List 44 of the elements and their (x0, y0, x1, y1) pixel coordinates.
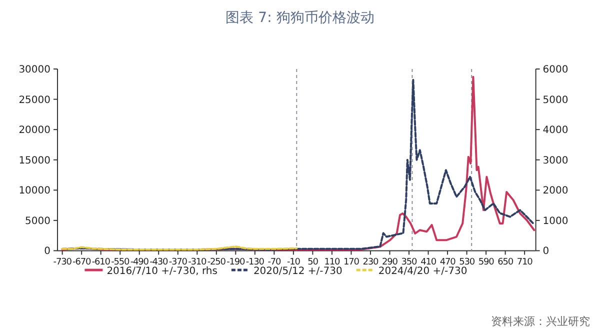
x-tick-label: 650 (498, 258, 514, 268)
y2-tick-label: 3000 (542, 155, 568, 166)
x-tick-label: 50 (308, 258, 319, 268)
text: 资料来源：兴业研究 (491, 315, 590, 328)
legend-label: 2016/7/10 +/-730, rhs (106, 266, 218, 277)
chart-title: 图表 7: 狗狗币价格波动 (226, 10, 374, 26)
x-tick-label: -130 (246, 258, 265, 268)
x-tick-label: -310 (188, 258, 208, 268)
y-tick-label: 15000 (18, 155, 50, 166)
y-tick-label: 10000 (18, 186, 50, 197)
legend-label: 2020/5/12 +/-730 (253, 266, 342, 277)
y2-tick-label: 1000 (542, 216, 568, 227)
y-tick-label: 20000 (18, 125, 50, 136)
x-tick-label: -10 (286, 258, 301, 268)
x-tick-label: -550 (111, 258, 130, 268)
x-tick-label: 410 (420, 258, 437, 268)
x-tick-label: 590 (478, 258, 495, 268)
x-tick-label: -190 (226, 258, 246, 268)
x-tick-label: -430 (150, 258, 168, 268)
y2-tick-label: 2000 (542, 186, 568, 197)
x-tick-label: 230 (362, 258, 380, 268)
x-tick-label: 470 (440, 258, 456, 268)
x-tick-label: 530 (459, 258, 476, 268)
y2-tick-label: 4000 (542, 125, 568, 136)
y2-tick-label: 5000 (542, 94, 568, 106)
x-tick-label: -250 (207, 258, 226, 268)
x-tick-label: -490 (130, 258, 150, 268)
x-tick-label: 710 (516, 258, 534, 268)
x-tick-label: 350 (401, 258, 418, 268)
x-tick-label: 170 (344, 258, 360, 268)
y-tick-label: 30000 (18, 64, 50, 76)
y2-tick-label: 6000 (542, 64, 568, 76)
x-tick-label: 290 (382, 258, 398, 268)
y-tick-label: 5000 (25, 216, 50, 227)
y2-tick-label: 0 (542, 246, 550, 258)
y-tick-label: 25000 (18, 94, 50, 106)
y-tick-label: 0 (44, 246, 50, 258)
x-tick-label: -70 (268, 258, 282, 268)
x-tick-label: -670 (72, 258, 92, 268)
x-tick-label: -610 (92, 258, 111, 268)
x-tick-label: -370 (168, 258, 188, 268)
legend-label: 2024/4/20 +/-730 (378, 266, 468, 277)
x-tick-label: -730 (53, 258, 72, 268)
x-tick-label: 110 (324, 258, 341, 268)
